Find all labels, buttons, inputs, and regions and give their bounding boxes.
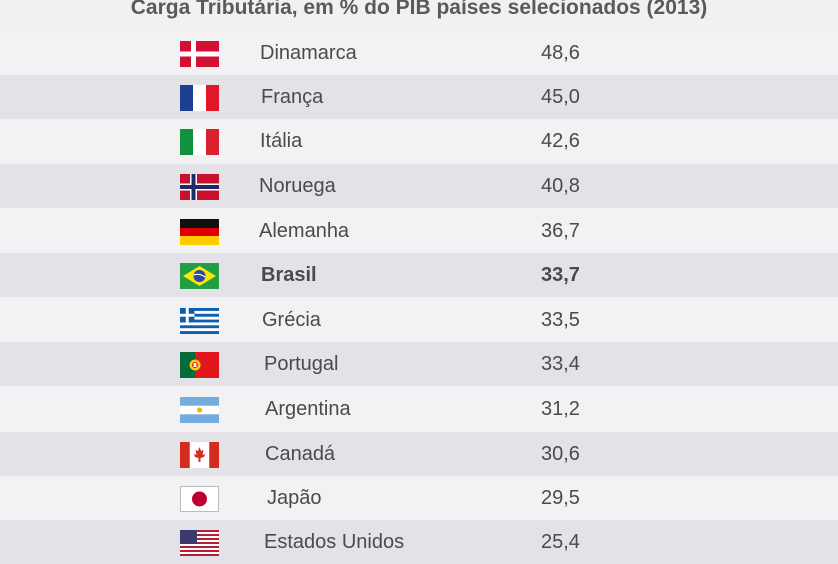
norway-flag-icon <box>180 174 219 200</box>
table-row: Estados Unidos 25,4 <box>0 520 838 564</box>
tax-value: 45,0 <box>541 86 580 108</box>
table-row: Noruega 40,8 <box>0 164 838 208</box>
usa-flag-icon <box>180 530 219 556</box>
country-name: Argentina <box>265 398 351 420</box>
denmark-flag-icon <box>180 41 219 67</box>
table-row: Dinamarca 48,6 <box>0 31 838 75</box>
tax-value: 42,6 <box>541 130 580 152</box>
tax-value: 29,5 <box>541 487 580 509</box>
japan-flag-icon <box>180 486 219 512</box>
table-row: França 45,0 <box>0 75 838 119</box>
country-name: Noruega <box>259 175 336 197</box>
argentina-flag-icon <box>180 397 219 423</box>
table-row: Grécia 33,5 <box>0 298 838 342</box>
table-row: Itália 42,6 <box>0 119 838 163</box>
brazil-flag-icon <box>180 263 219 289</box>
table-row: Alemanha 36,7 <box>0 209 838 253</box>
table-row: Japão 29,5 <box>0 476 838 520</box>
portugal-flag-icon <box>180 352 219 378</box>
tax-value: 30,6 <box>541 443 580 465</box>
tax-value: 36,7 <box>541 220 580 242</box>
tax-value: 40,8 <box>541 175 580 197</box>
italy-flag-icon <box>180 129 219 155</box>
tax-value: 33,7 <box>541 264 580 286</box>
table-row: Brasil 33,7 <box>0 253 838 297</box>
tax-value: 33,4 <box>541 353 580 375</box>
tax-value: 33,5 <box>541 309 580 331</box>
table-row: Argentina 31,2 <box>0 387 838 431</box>
country-name: Grécia <box>262 309 321 331</box>
table-row: Canadá 30,6 <box>0 432 838 476</box>
country-name: Estados Unidos <box>264 531 405 553</box>
country-name: Dinamarca <box>260 42 357 64</box>
table-row: Portugal 33,4 <box>0 342 838 386</box>
greece-flag-icon <box>180 308 219 334</box>
country-name: França <box>261 86 324 108</box>
country-name: Canadá <box>265 443 336 465</box>
country-name: Alemanha <box>259 220 350 242</box>
country-name: Portugal <box>264 353 339 375</box>
country-name: Itália <box>260 130 303 152</box>
germany-flag-icon <box>180 219 219 245</box>
country-name: Japão <box>267 487 322 509</box>
france-flag-icon <box>180 85 219 111</box>
chart-title: Carga Tributária, em % do PIB países sel… <box>130 0 708 19</box>
tax-value: 48,6 <box>541 42 580 64</box>
country-name: Brasil <box>261 264 317 286</box>
tax-value: 31,2 <box>541 398 580 420</box>
canada-flag-icon <box>180 442 219 468</box>
tax-value: 25,4 <box>541 531 580 553</box>
